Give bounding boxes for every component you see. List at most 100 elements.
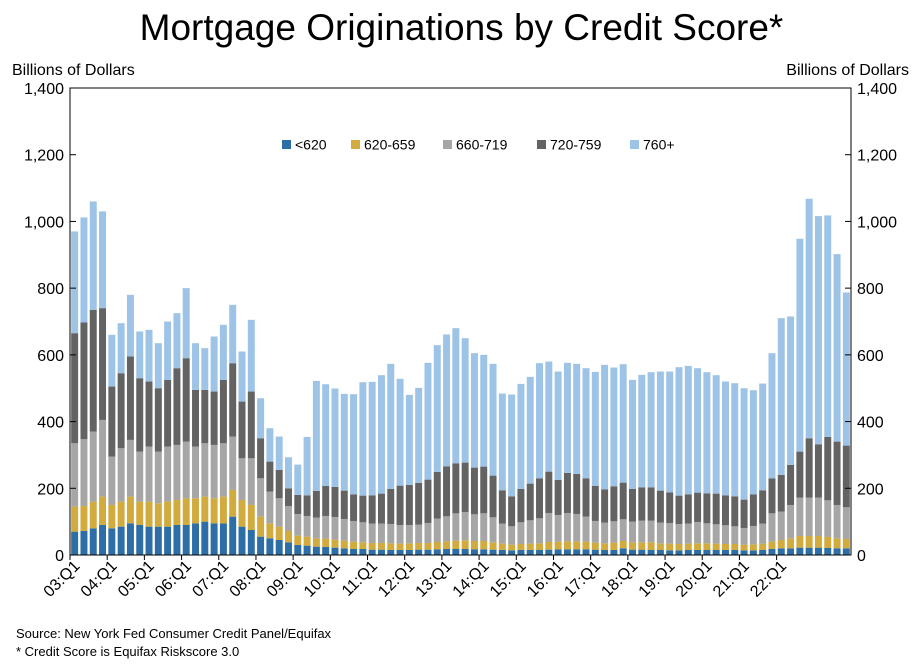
bar-segment [368,381,376,496]
bar-segment [322,538,330,547]
bar-segment [387,523,395,544]
bar-segment [99,524,107,555]
bar-segment [470,467,478,515]
bar-segment [722,381,729,496]
bar-segment [498,543,506,550]
bar-segment [461,462,469,512]
bar-segment [99,496,107,525]
bar-segment [619,482,627,520]
bar-segment [145,329,153,382]
bar-segment [340,518,348,541]
bar-segment [108,334,116,387]
bar-segment [154,503,162,527]
y-tick-label-left: 1,400 [24,81,64,98]
bar-segment [489,363,497,476]
bar-segment [656,543,664,550]
bar-segment [805,438,813,498]
bar-segment [257,398,265,439]
bar-segment [508,544,516,551]
bar-segment [619,548,627,555]
bar-segment [703,550,711,555]
bar-segment [498,490,506,524]
x-tick-label: 22:Q1 [747,558,790,601]
bar-segment [684,543,692,550]
bar-segment [99,419,107,497]
bar-segment [294,464,302,495]
bar-segment [219,379,227,444]
bar-segment [201,521,209,555]
y-tick-label-left: 0 [55,548,64,565]
bar-segment [666,550,674,555]
bar-segment [712,524,720,544]
bar-segment [666,371,674,493]
bar-segment [731,383,739,497]
bar-segment [154,526,162,555]
bar-segment [433,345,441,472]
y-tick-label-right: 1,200 [857,148,897,165]
bar-segment [164,379,172,447]
bar-segment [340,490,348,519]
bar-segment [656,550,664,555]
bar-segment [656,522,664,544]
bar-segment [563,362,571,473]
bar-segment [731,496,739,527]
bar-segment [117,501,125,527]
bar-segment [675,550,683,555]
bar-segment [108,528,116,555]
bar-segment [480,540,488,550]
bar-segment [303,536,311,546]
x-tick-label: 19:Q1 [636,558,679,601]
bar-segment [108,504,116,529]
legend-swatch [630,140,639,149]
bar-segment [461,540,469,549]
bar-segment [554,549,562,555]
y-tick-label-left: 400 [37,415,64,432]
bar-segment [470,514,478,541]
bar-segment [136,451,144,502]
bar-segment [368,523,376,543]
bar-segment [824,215,832,437]
bar-segment [89,528,97,555]
bar-segment [842,538,850,549]
bar-segment [229,436,237,490]
bar-segment [545,361,553,472]
bar-segment [80,505,88,531]
bar-segment [824,536,832,548]
legend-label: 760+ [643,137,675,153]
bar-segment [638,374,646,488]
bar-segment [192,343,199,390]
bar-segment [350,394,358,495]
bar-segment [145,501,153,527]
bar-segment [601,550,609,555]
x-tick-label: 18:Q1 [598,558,641,601]
bar-segment [173,368,181,445]
bar-segment [415,549,423,555]
bar-segment [303,545,311,555]
bar-segment [331,388,339,487]
bar-segment [591,549,599,555]
bar-segment [694,521,702,544]
bar-segment [192,523,199,555]
bar-segment [294,535,302,545]
bar-segment [722,550,729,555]
bar-segment [173,444,181,500]
bar-segment [80,439,88,506]
bar-segment [805,535,813,548]
bar-segment [619,540,627,549]
plot-frame [69,87,852,556]
bar-segment [443,334,451,467]
bar-segment [601,543,609,550]
bar-segment [219,523,227,555]
bar-segment [749,390,757,495]
bar-segment [312,538,320,547]
bar-segment [842,445,850,508]
bar-segment [80,322,88,440]
x-tick-label: 10:Q1 [301,558,344,601]
bar-segment [582,549,590,555]
bar-segment [331,486,339,517]
bar-segment [461,511,469,541]
bar-segment [387,488,395,524]
bar-segment [694,543,702,550]
bar-segment [387,543,395,550]
bar-segment [740,388,748,500]
